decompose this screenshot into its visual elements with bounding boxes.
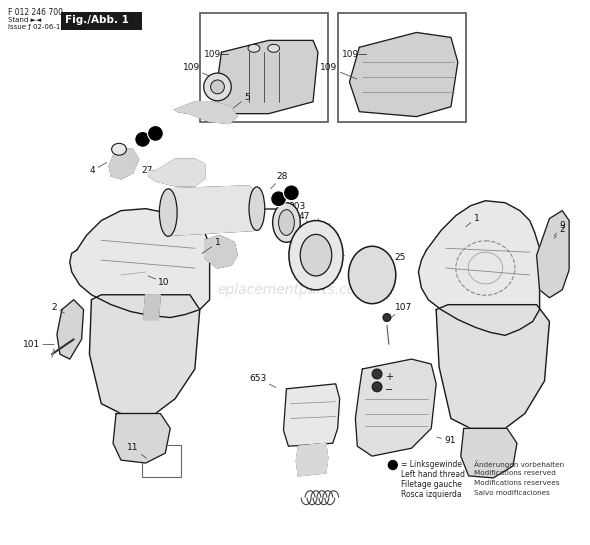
Text: 109: 109 [182, 63, 219, 81]
Text: 1: 1 [202, 238, 220, 253]
Text: 25: 25 [387, 253, 406, 267]
Text: 47: 47 [293, 211, 310, 221]
Text: 109—: 109— [342, 50, 368, 59]
Polygon shape [113, 414, 171, 463]
Circle shape [372, 369, 382, 379]
Text: 107: 107 [391, 302, 412, 318]
Text: F 012 246 700: F 012 246 700 [8, 8, 63, 17]
Polygon shape [143, 295, 160, 319]
Polygon shape [215, 40, 318, 114]
Ellipse shape [249, 187, 265, 231]
Polygon shape [296, 443, 328, 476]
Text: 27: 27 [141, 166, 158, 179]
Circle shape [372, 382, 382, 392]
Text: 28: 28 [271, 172, 288, 189]
Polygon shape [355, 359, 436, 456]
Text: Salvo modificaciones: Salvo modificaciones [474, 490, 549, 496]
FancyBboxPatch shape [61, 11, 142, 29]
Text: Filetage gauche: Filetage gauche [401, 480, 461, 489]
Text: 91: 91 [437, 436, 455, 445]
Text: 2: 2 [554, 226, 565, 238]
Text: 10: 10 [148, 276, 170, 287]
Ellipse shape [268, 44, 280, 52]
Ellipse shape [349, 246, 396, 304]
Text: 11: 11 [127, 443, 146, 458]
Text: Rosca izquierda: Rosca izquierda [401, 490, 461, 499]
Text: 2: 2 [51, 302, 64, 313]
Ellipse shape [211, 80, 224, 94]
Polygon shape [70, 209, 209, 318]
Polygon shape [175, 102, 237, 124]
Ellipse shape [248, 44, 260, 52]
Text: 4: 4 [90, 162, 107, 175]
Ellipse shape [273, 203, 300, 243]
Text: = Linksgewinde: = Linksgewinde [401, 460, 462, 469]
Text: 9: 9 [554, 221, 565, 236]
Ellipse shape [112, 143, 126, 155]
Text: +: + [385, 372, 393, 382]
Polygon shape [461, 428, 517, 478]
Polygon shape [57, 300, 84, 359]
Text: Stand ►◄: Stand ►◄ [8, 17, 41, 23]
Ellipse shape [204, 73, 231, 101]
Text: 803: 803 [281, 202, 306, 214]
Text: 5: 5 [234, 93, 250, 108]
Circle shape [271, 191, 286, 207]
Text: Fig./Abb. 1: Fig./Abb. 1 [65, 15, 129, 25]
Ellipse shape [300, 234, 332, 276]
Ellipse shape [289, 221, 343, 290]
Polygon shape [436, 305, 549, 428]
Text: 109: 109 [320, 63, 357, 79]
Polygon shape [160, 186, 261, 235]
Circle shape [388, 461, 397, 469]
Text: B: B [276, 198, 281, 207]
Bar [337, 13, 466, 122]
Text: A: A [152, 133, 158, 142]
Text: B: B [140, 139, 146, 148]
Text: 109—: 109— [204, 50, 230, 59]
Polygon shape [205, 235, 237, 268]
Polygon shape [149, 159, 205, 186]
Ellipse shape [159, 189, 177, 237]
Polygon shape [90, 295, 200, 414]
Polygon shape [537, 210, 569, 298]
Text: A: A [289, 192, 294, 201]
Text: eplacementparts.com: eplacementparts.com [218, 283, 369, 297]
Text: −: − [385, 385, 393, 395]
Text: 653: 653 [250, 374, 276, 387]
Text: 101: 101 [23, 340, 54, 349]
Polygon shape [349, 33, 458, 117]
Polygon shape [109, 149, 139, 179]
Bar [200, 13, 328, 122]
FancyBboxPatch shape [142, 445, 181, 477]
Text: Issue ƒ 02-06-10: Issue ƒ 02-06-10 [8, 23, 64, 29]
Ellipse shape [383, 313, 391, 322]
Polygon shape [283, 384, 340, 446]
Text: 1: 1 [466, 214, 479, 227]
Text: Modifications reservees: Modifications reservees [474, 480, 559, 486]
Text: Modifications reserved: Modifications reserved [474, 470, 555, 476]
Text: Änderungen vorbehalten: Änderungen vorbehalten [474, 460, 563, 468]
Ellipse shape [278, 210, 294, 235]
Circle shape [148, 125, 163, 141]
Polygon shape [418, 201, 540, 335]
Text: Left hand thread: Left hand thread [401, 470, 465, 479]
Circle shape [283, 185, 299, 201]
Circle shape [135, 131, 150, 147]
Text: 45: 45 [315, 231, 332, 246]
